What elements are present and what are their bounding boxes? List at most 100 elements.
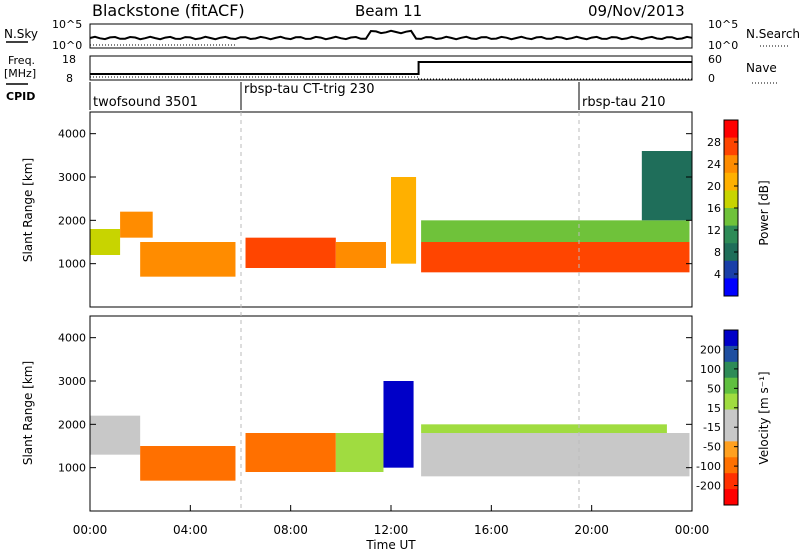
- noise-search-label: N.Search: [746, 27, 800, 41]
- power-panel: 4000 3000 2000 1000 Slant Range [km]: [21, 111, 693, 308]
- velocity-ylabel: Slant Range [km]: [21, 361, 35, 465]
- heatmap-band: [90, 415, 141, 455]
- colorbar-tick-label: 12: [707, 224, 721, 237]
- x-tick-label: 08:00: [273, 523, 308, 537]
- freq-traces: [90, 61, 692, 80]
- colorbar-segment: [724, 489, 738, 506]
- colorbar-segment: [724, 361, 738, 379]
- colorbar-tick-label: 200: [700, 343, 721, 356]
- cpid-segment: rbsp-tau 210: [582, 95, 666, 110]
- y-tick-label: 4000: [58, 128, 86, 141]
- heatmap-band: [421, 424, 667, 433]
- power-heatmap: [90, 151, 692, 277]
- velocity-colorbar: 200 100 50 15 -15 -50 -100 -200: [696, 329, 739, 506]
- colorbar-segment: [724, 457, 738, 474]
- colorbar-tick-label: 20: [707, 180, 721, 193]
- noise-left-tick-top: 10^5: [52, 18, 82, 31]
- beam-label: Beam 11: [355, 2, 422, 20]
- heatmap-band: [391, 177, 417, 264]
- noise-traces: [89, 29, 693, 46]
- y-tick-label: 4000: [58, 332, 86, 345]
- noise-sky-label: N.Sky: [4, 27, 38, 41]
- colorbar-tick-label: 100: [700, 363, 721, 376]
- colorbar-segment: [724, 155, 738, 174]
- velocity-panel: 4000 3000 2000 1000 Slant Range [km]: [21, 315, 693, 512]
- colorbar-tick-label: 15: [707, 402, 721, 415]
- colorbar-segment: [724, 190, 738, 209]
- heatmap-band: [421, 242, 690, 273]
- colorbar-tick-label: 24: [707, 158, 721, 171]
- freq-unit-label: [MHz]: [4, 67, 36, 80]
- x-axis: 00:00 04:00 08:00 12:00 16:00 20:00 00:00: [73, 505, 710, 537]
- colorbar-segment: [724, 120, 738, 139]
- heatmap-band: [140, 446, 236, 481]
- heatmap-band: [335, 242, 386, 268]
- velocity-colorbar-label: Velocity [m s⁻¹]: [757, 371, 771, 464]
- colorbar-segment: [724, 208, 738, 227]
- x-tick-label: 04:00: [173, 523, 208, 537]
- colorbar-segment: [724, 278, 738, 297]
- heatmap-band: [245, 237, 336, 268]
- colorbar-segment: [724, 345, 738, 363]
- colorbar-segment: [724, 393, 738, 411]
- nave-trace: [90, 76, 692, 80]
- freq-left-tick-top: 18: [62, 53, 76, 66]
- y-tick-label: 2000: [58, 418, 86, 431]
- colorbar-tick-label: -15: [703, 421, 721, 434]
- colorbar-tick-label: -100: [696, 460, 721, 473]
- velocity-heatmap: [90, 381, 690, 481]
- colorbar-tick-label: 50: [707, 382, 721, 395]
- heatmap-band: [421, 433, 690, 477]
- velocity-y-axis: 4000 3000 2000 1000: [58, 332, 692, 475]
- heatmap-band: [335, 433, 384, 472]
- cpid-segment: twofsound 3501: [93, 95, 198, 110]
- x-tick-label: 16:00: [474, 523, 509, 537]
- date-label: 09/Nov/2013: [588, 2, 685, 20]
- colorbar-tick-label: 8: [714, 246, 721, 259]
- x-tick-label: 00:00: [675, 523, 710, 537]
- y-tick-label: 3000: [58, 375, 86, 388]
- plot-title: Blackstone (fitACF): [92, 1, 245, 20]
- power-y-axis: 4000 3000 2000 1000: [58, 128, 692, 271]
- freq-right-tick-top: 60: [708, 53, 722, 66]
- cpid-label: CPID: [6, 90, 35, 103]
- x-axis-label: Time UT: [365, 538, 416, 552]
- colorbar-segment: [724, 137, 738, 156]
- x-tick-label: 20:00: [574, 523, 609, 537]
- colorbar-segment: [724, 243, 738, 262]
- noise-right-tick-bottom: 10^0: [708, 39, 738, 52]
- heatmap-band: [90, 229, 121, 255]
- noise-panel: N.Sky 10^5 10^0 10^5 10^0 N.Search: [4, 18, 800, 52]
- colorbar-segment: [724, 260, 738, 279]
- x-tick-label: 12:00: [374, 523, 409, 537]
- power-colorbar: 28 24 20 16 12 8 4: [707, 119, 739, 297]
- heatmap-band: [140, 242, 236, 277]
- noise-left-tick-bottom: 10^0: [52, 39, 82, 52]
- colorbar-segment: [724, 425, 738, 442]
- heatmap-band: [421, 220, 690, 242]
- colorbar-segment: [724, 441, 738, 458]
- colorbar-segment: [724, 330, 738, 347]
- colorbar-segment: [724, 409, 738, 426]
- colorbar-tick-label: -50: [703, 441, 721, 454]
- heatmap-band: [383, 381, 414, 468]
- colorbar-tick-label: 4: [714, 268, 721, 281]
- y-tick-label: 2000: [58, 214, 86, 227]
- frequency-panel: Freq. [MHz] 18 8 60 0 Nave: [4, 53, 778, 85]
- heatmap-band: [641, 151, 692, 221]
- power-colorbar-label: Power [dB]: [757, 180, 771, 245]
- heatmap-band: [245, 433, 336, 472]
- heatmap-band: [120, 211, 153, 238]
- colorbar-segment: [724, 225, 738, 244]
- noise-right-tick-top: 10^5: [708, 18, 738, 31]
- freq-label: Freq.: [8, 54, 35, 67]
- colorbar-tick-label: 16: [707, 202, 721, 215]
- x-tick-label: 00:00: [73, 523, 108, 537]
- y-tick-label: 1000: [58, 258, 86, 271]
- y-tick-label: 3000: [58, 171, 86, 184]
- colorbar-segment: [724, 473, 738, 490]
- freq-left-tick-bottom: 8: [66, 72, 73, 85]
- freq-right-tick-bottom: 0: [708, 72, 715, 85]
- nave-label: Nave: [746, 61, 777, 75]
